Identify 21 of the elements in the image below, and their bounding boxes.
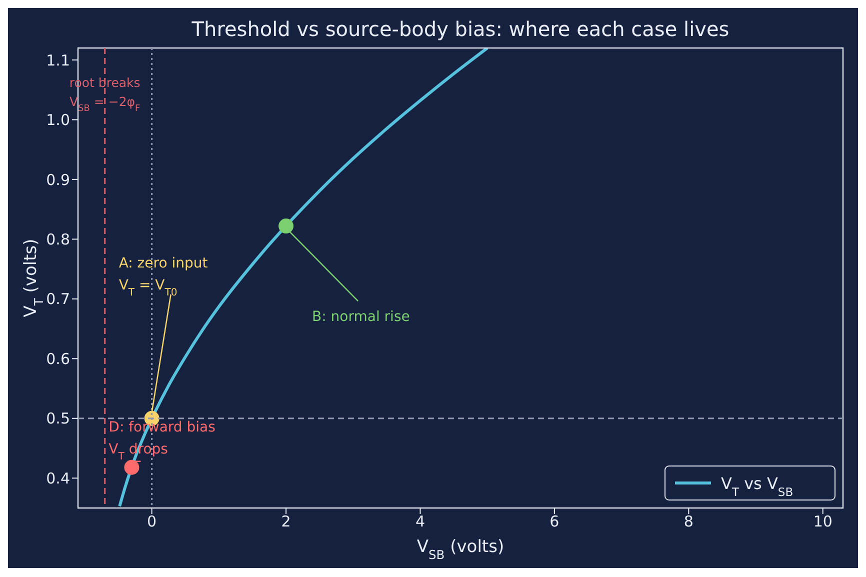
y-tick-label: 0.5 <box>46 410 70 428</box>
y-tick-label: 0.6 <box>46 350 70 368</box>
chart-title: Threshold vs source-body bias: where each case lives <box>190 17 730 41</box>
point <box>278 218 294 234</box>
y-tick-label: 0.8 <box>46 230 70 248</box>
y-tick-label: 1.0 <box>46 111 70 130</box>
x-tick-label: 2 <box>281 512 291 531</box>
point <box>124 460 140 475</box>
x-tick-label: 10 <box>813 512 832 531</box>
x-tick-label: 4 <box>415 512 426 531</box>
annotation: A: zero input V$_{T}$ = V$_{T0}$ <box>118 255 208 298</box>
y-tick-label: 0.9 <box>46 170 70 189</box>
x-tick-label: 0 <box>147 512 157 531</box>
x-tick-label: 6 <box>550 512 560 531</box>
legend-label: V$_{T}$ vs V$_{SB}$ <box>721 474 794 499</box>
x-tick-label: 8 <box>684 512 694 531</box>
annotation: B: normal rise <box>312 309 410 326</box>
y-tick-label: 0.7 <box>46 290 70 308</box>
x-axis-title: V$_{SB}$ (volts) <box>416 537 504 562</box>
y-tick-label: 1.1 <box>46 51 70 70</box>
y-tick-label: 0.4 <box>46 469 70 488</box>
